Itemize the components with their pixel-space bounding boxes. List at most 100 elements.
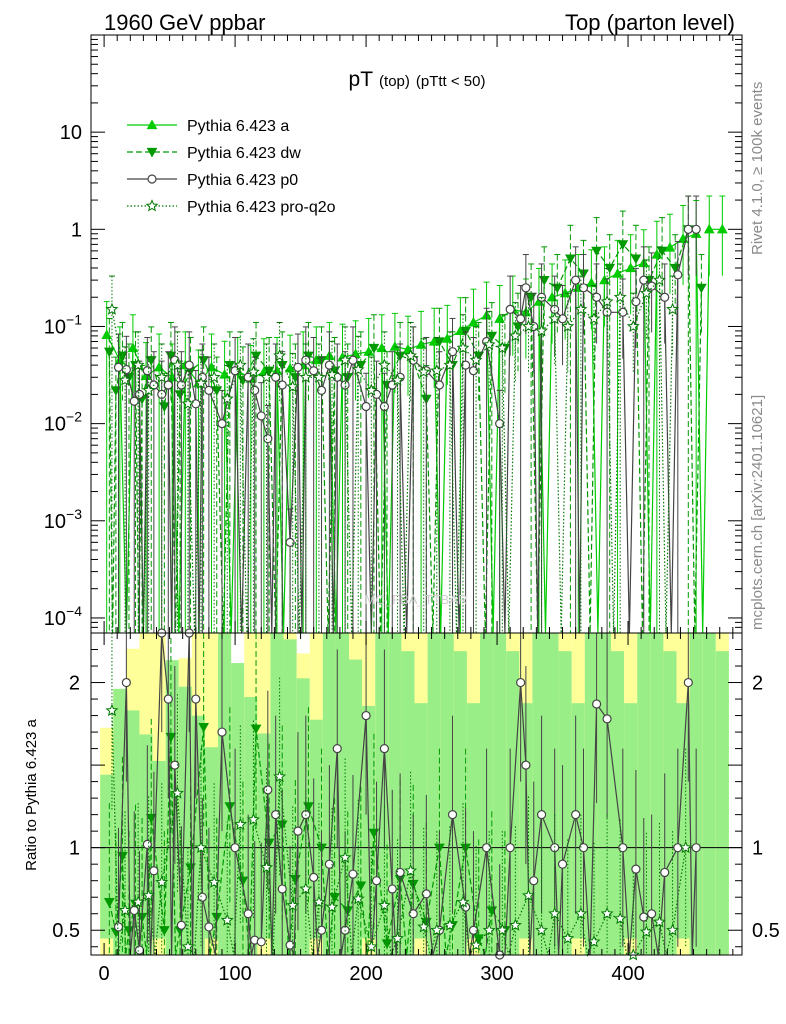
ratio-point [237, 876, 249, 887]
main-series-group [101, 195, 728, 634]
data-point [145, 356, 157, 366]
ratio-point [312, 895, 326, 908]
data-point [299, 370, 313, 383]
data-point [198, 356, 209, 366]
ratio-point [683, 677, 693, 688]
ratio-point [600, 906, 614, 920]
data-point [652, 273, 666, 286]
data-point [592, 292, 602, 302]
ratio-line [111, 710, 687, 958]
data-point [113, 362, 124, 372]
data-point [516, 314, 526, 324]
ratio-point [348, 869, 358, 879]
legend-label: Pythia 6.423 pro-q2o [187, 199, 336, 216]
ratio-band-green [702, 633, 716, 955]
data-point [273, 348, 287, 362]
ratio-ylabel: Ratio to Pythia 6.423 a [23, 718, 40, 870]
ratio-point [263, 785, 273, 795]
ratio-point [105, 703, 119, 717]
data-point [538, 276, 550, 286]
ratio-point [246, 812, 260, 826]
ratio-point [230, 843, 240, 853]
ratio-point [404, 863, 418, 877]
ratio-band-green [624, 703, 638, 939]
series-pythia-6-423-pro-q2o [105, 246, 680, 634]
y-tick-label: 10−3 [44, 506, 82, 533]
ratio-point [447, 810, 458, 820]
x-tick-label: 300 [480, 963, 513, 985]
data-point [600, 294, 614, 308]
data-point [625, 262, 637, 273]
ratio-point [421, 889, 431, 899]
data-point [548, 311, 562, 325]
data-point [447, 347, 458, 357]
ratio-band-green [218, 633, 232, 955]
data-point [673, 270, 683, 280]
data-point [153, 361, 165, 372]
ratio-point [557, 859, 568, 869]
ratio-point [673, 843, 683, 853]
ratio-point [481, 843, 492, 853]
data-point [103, 347, 115, 358]
legend-label: Pythia 6.423 a [187, 118, 289, 135]
ratio-point [181, 939, 195, 953]
data-point [683, 224, 693, 234]
ratio-band-green [597, 633, 612, 955]
ratio-point [131, 895, 145, 908]
data-point [220, 391, 234, 405]
ratio-band-green [231, 663, 245, 955]
ratio-point [417, 920, 431, 933]
data-point [324, 360, 334, 370]
data-point [443, 358, 457, 371]
data-point [364, 383, 378, 396]
data-point [660, 292, 670, 302]
data-point [316, 385, 327, 395]
data-point [613, 290, 627, 303]
data-point [271, 372, 281, 382]
ratio-point [430, 923, 444, 936]
data-point [285, 537, 295, 547]
ratio-series-group [103, 628, 701, 961]
ratio-point [134, 945, 145, 955]
ratio-band-green [663, 651, 677, 955]
data-point [482, 337, 496, 351]
data-point [586, 277, 597, 288]
data-point [105, 302, 119, 315]
data-point [338, 353, 352, 366]
y-tick-label: 1 [71, 219, 82, 241]
ratio-point [233, 817, 247, 831]
ratio-point [324, 859, 334, 869]
ratio-band-green [650, 633, 664, 955]
data-point [404, 348, 418, 362]
ratio-point [142, 839, 152, 849]
data-point [561, 319, 575, 332]
ratio-tick-label-left: 1 [69, 838, 80, 860]
ratio-band-green [270, 633, 284, 955]
data-point [417, 365, 431, 378]
ratio-point [316, 925, 327, 935]
ratio-point [660, 867, 670, 878]
data-point [312, 370, 326, 383]
legend-marker [147, 174, 157, 184]
y-tick-label: 10−4 [44, 603, 82, 630]
ratio-point [170, 760, 180, 770]
data-point [217, 419, 227, 429]
data-point [508, 329, 522, 342]
legend-item: Pythia 6.423 a [127, 118, 289, 135]
ratio-point [364, 939, 378, 953]
data-point [639, 275, 649, 285]
ratio-point [309, 872, 319, 882]
ratio-point [286, 898, 300, 911]
data-point [194, 376, 208, 389]
ratio-point [618, 843, 628, 853]
ratio-point [626, 948, 640, 961]
ratio-point [194, 840, 208, 854]
mcplots-label: mcplots.cern.ch [arXiv:2401.10621] [749, 395, 766, 630]
data-point [377, 358, 391, 371]
data-point [664, 241, 676, 252]
legend: Pythia 6.423 a Pythia 6.423 dw Pythia 6.42… [127, 118, 336, 216]
data-point [703, 223, 715, 234]
data-point [591, 246, 602, 257]
ratio-band-green [427, 633, 441, 955]
